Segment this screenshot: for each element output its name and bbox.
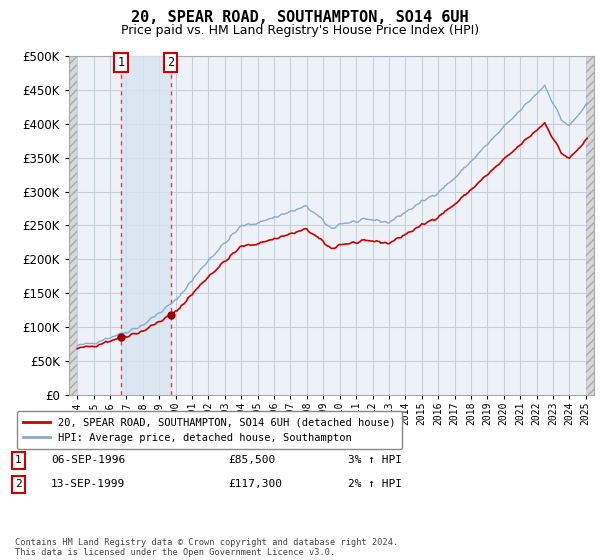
- Text: £85,500: £85,500: [228, 455, 275, 465]
- Text: £117,300: £117,300: [228, 479, 282, 489]
- Text: Price paid vs. HM Land Registry's House Price Index (HPI): Price paid vs. HM Land Registry's House …: [121, 24, 479, 36]
- Text: 2% ↑ HPI: 2% ↑ HPI: [348, 479, 402, 489]
- Text: 2: 2: [167, 56, 174, 69]
- Text: 06-SEP-1996: 06-SEP-1996: [51, 455, 125, 465]
- Bar: [586, 56, 594, 395]
- Bar: [586, 56, 594, 395]
- Text: Contains HM Land Registry data © Crown copyright and database right 2024.
This d: Contains HM Land Registry data © Crown c…: [15, 538, 398, 557]
- Bar: [69, 56, 77, 395]
- Text: 1: 1: [15, 455, 22, 465]
- Text: 1: 1: [118, 56, 125, 69]
- Bar: [69, 56, 77, 395]
- Bar: [121, 56, 171, 395]
- Legend: 20, SPEAR ROAD, SOUTHAMPTON, SO14 6UH (detached house), HPI: Average price, deta: 20, SPEAR ROAD, SOUTHAMPTON, SO14 6UH (d…: [17, 411, 401, 449]
- Text: 20, SPEAR ROAD, SOUTHAMPTON, SO14 6UH: 20, SPEAR ROAD, SOUTHAMPTON, SO14 6UH: [131, 10, 469, 25]
- Text: 2: 2: [15, 479, 22, 489]
- Text: 3% ↑ HPI: 3% ↑ HPI: [348, 455, 402, 465]
- Text: 13-SEP-1999: 13-SEP-1999: [51, 479, 125, 489]
